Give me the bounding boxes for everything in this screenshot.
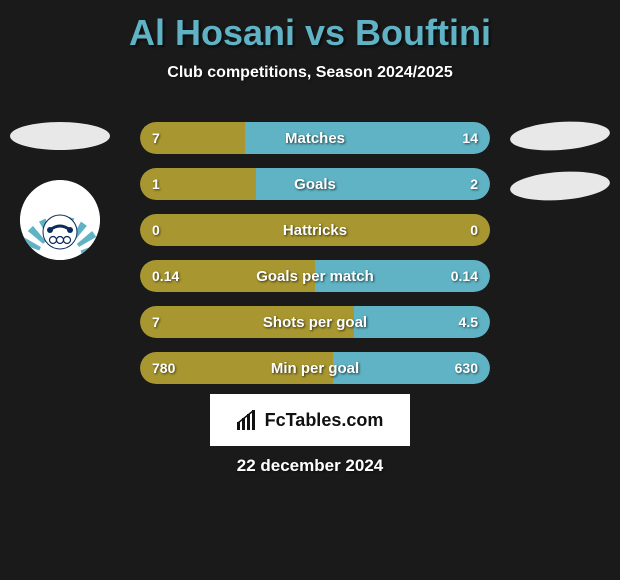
stat-label: Matches [285, 130, 345, 147]
stat-value-left: 1 [152, 176, 160, 192]
comparison-title: Al Hosani vs Bouftini [0, 0, 620, 54]
date-text: 22 december 2024 [237, 456, 384, 476]
stat-label: Shots per goal [263, 314, 367, 331]
comparison-subtitle: Club competitions, Season 2024/2025 [0, 64, 620, 82]
stat-value-left: 0 [152, 222, 160, 238]
player-left-marker [10, 122, 110, 150]
stat-row: 7 14 Matches [140, 122, 490, 154]
stat-value-right: 630 [455, 360, 478, 376]
branding-text: FcTables.com [265, 410, 384, 431]
stats-area: 7 14 Matches 1 2 Goals 0 0 Hattricks 0.14 0.14 Goal… [140, 122, 490, 398]
stat-label: Goals per match [256, 268, 374, 285]
stat-row: 1 2 Goals [140, 168, 490, 200]
stat-label: Hattricks [283, 222, 347, 239]
stat-label: Min per goal [271, 360, 359, 377]
stat-value-left: 7 [152, 130, 160, 146]
stat-value-right: 0 [470, 222, 478, 238]
stat-row: 0.14 0.14 Goals per match [140, 260, 490, 292]
branding-box: FcTables.com [210, 394, 410, 446]
stat-value-right: 14 [462, 130, 478, 146]
club-badge [20, 180, 100, 260]
stat-row: 780 630 Min per goal [140, 352, 490, 384]
stat-value-right: 2 [470, 176, 478, 192]
stat-row: 7 4.5 Shots per goal [140, 306, 490, 338]
stat-value-left: 0.14 [152, 268, 179, 284]
stat-value-right: 0.14 [451, 268, 478, 284]
stat-value-left: 780 [152, 360, 175, 376]
stat-label: Goals [294, 176, 336, 193]
branding-chart-icon [237, 410, 259, 430]
stat-fill-right [245, 122, 490, 154]
stat-value-left: 7 [152, 314, 160, 330]
player-right-marker-2 [509, 169, 611, 204]
stat-value-right: 4.5 [459, 314, 478, 330]
stat-row: 0 0 Hattricks [140, 214, 490, 246]
stat-fill-right [256, 168, 491, 200]
player-right-marker-1 [509, 119, 611, 154]
club-badge-icon [20, 180, 100, 260]
